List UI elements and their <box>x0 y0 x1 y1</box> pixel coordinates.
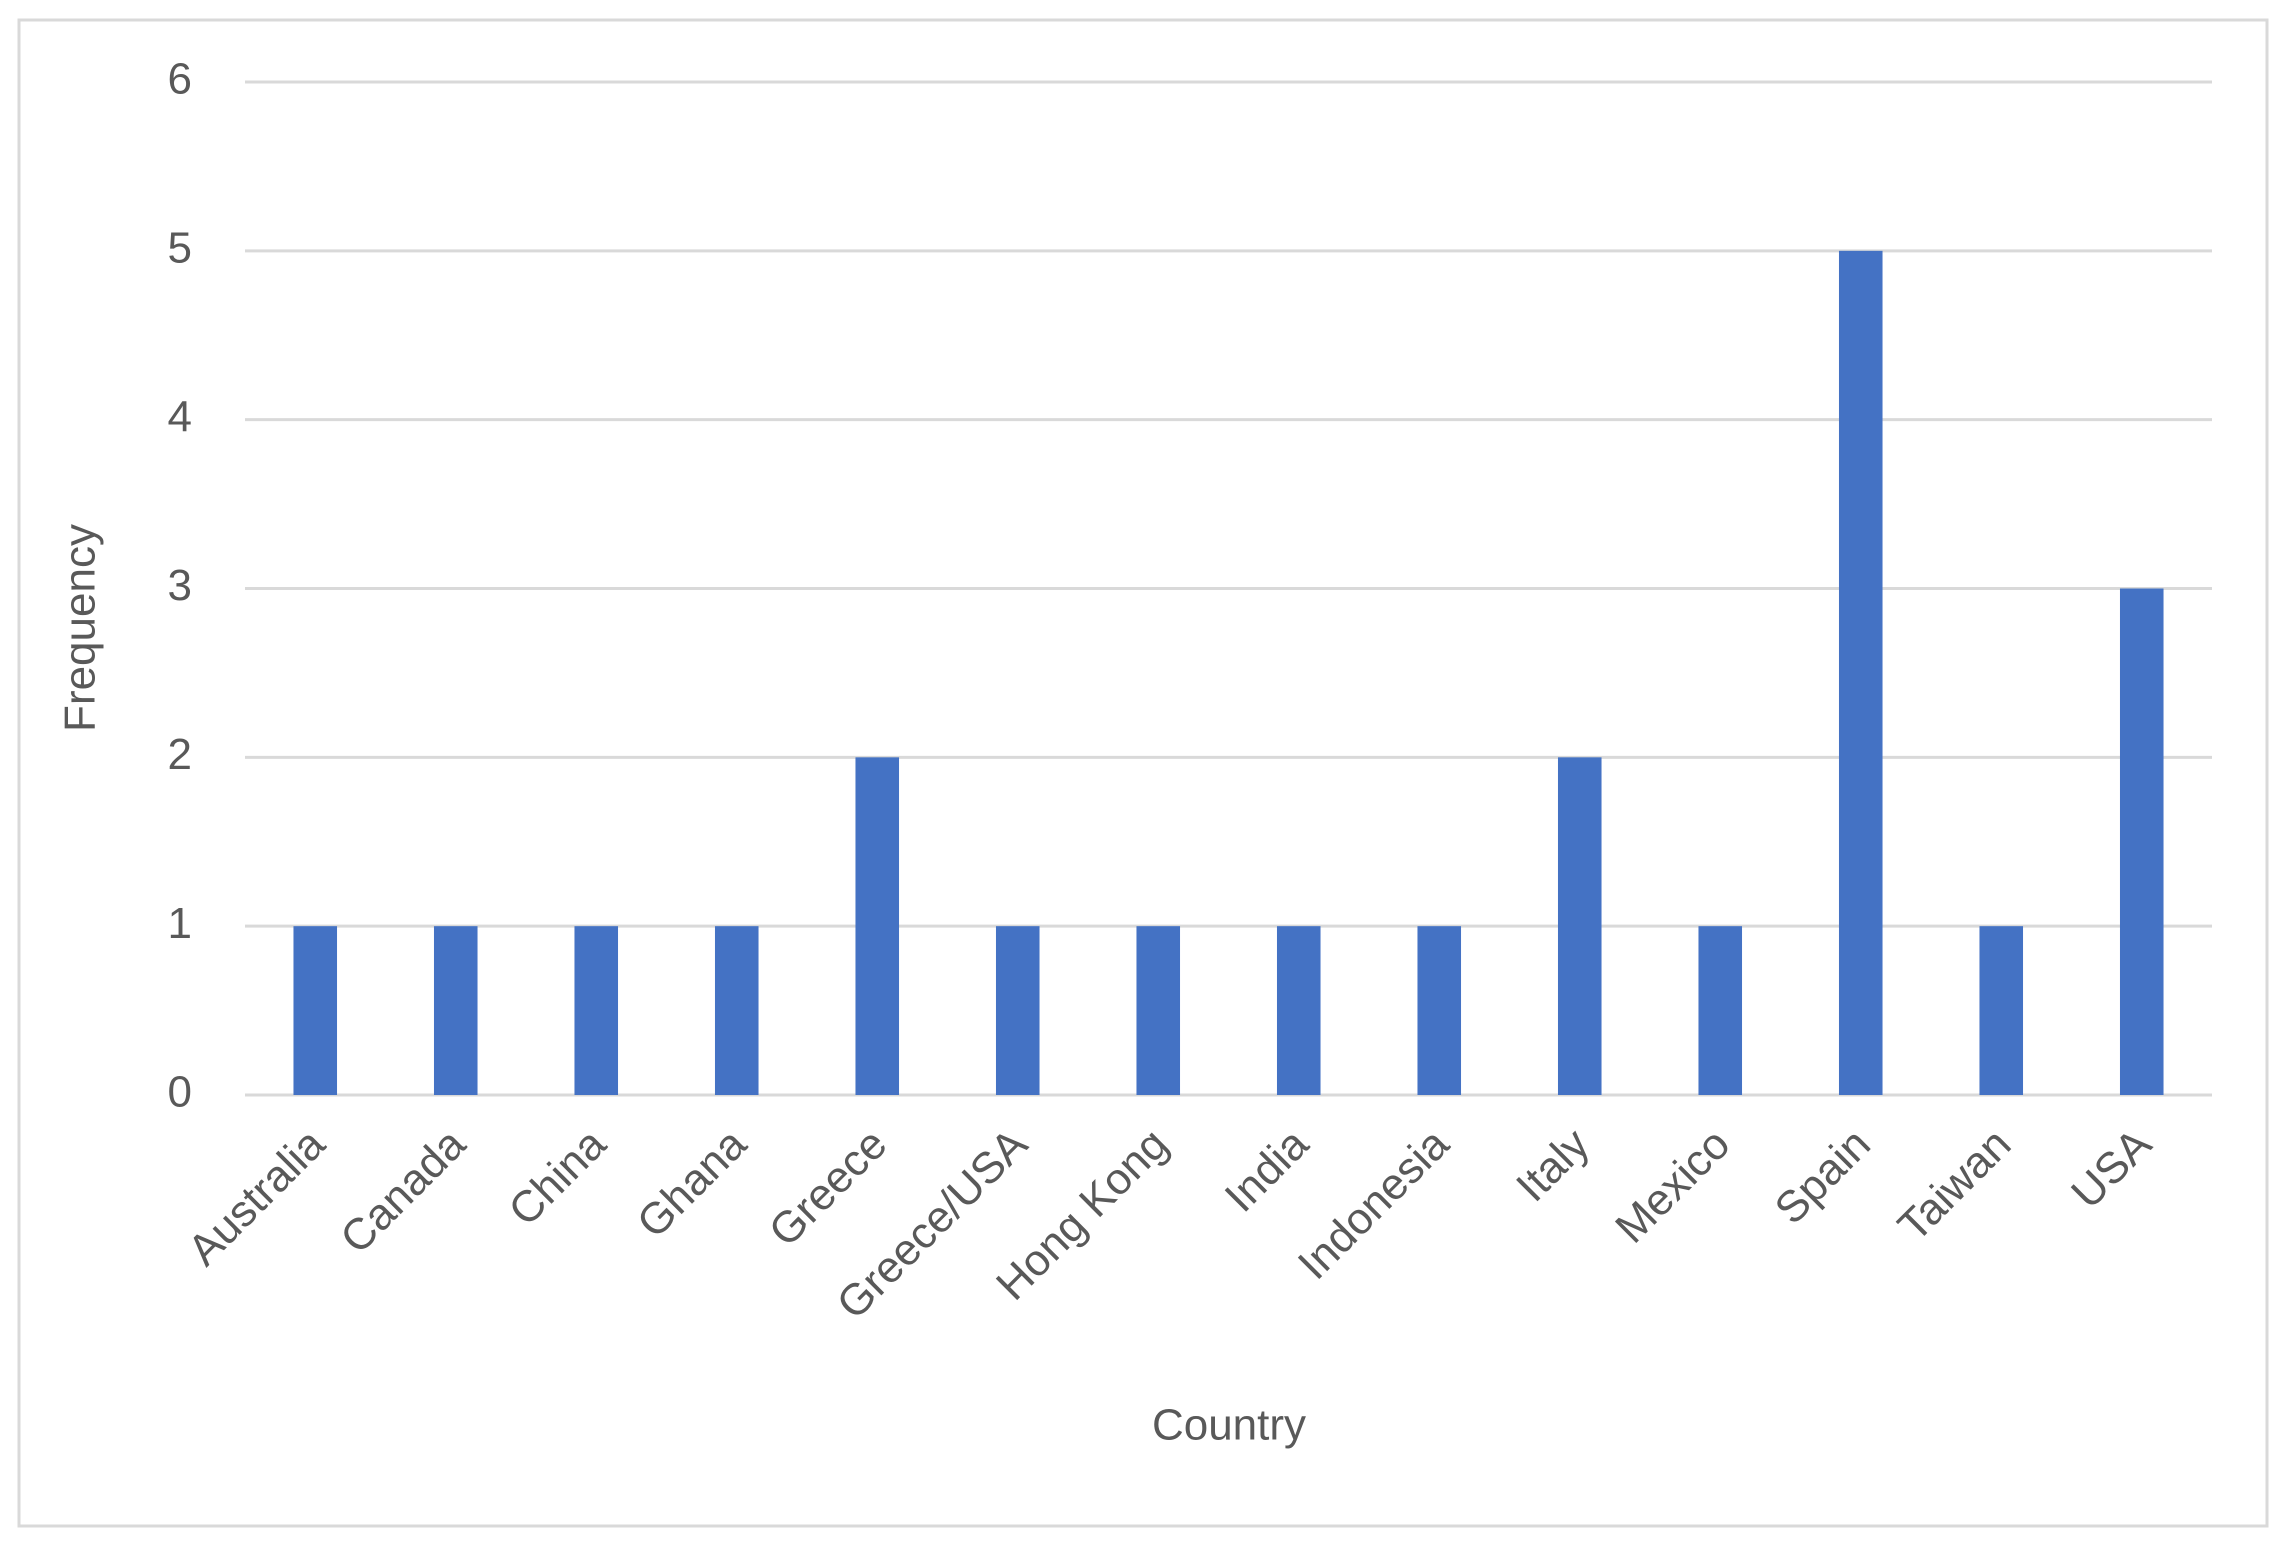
bar <box>855 757 900 1095</box>
y-tick-label: 6 <box>168 55 192 104</box>
bar <box>293 926 338 1095</box>
bar <box>1417 926 1462 1095</box>
bar <box>2119 588 2164 1095</box>
bar <box>433 926 478 1095</box>
y-tick-label: 3 <box>168 561 192 610</box>
bar <box>1698 926 1743 1095</box>
y-axis-title: Frequency <box>56 524 105 732</box>
y-tick-label: 5 <box>168 223 192 272</box>
y-tick-label: 0 <box>168 1068 192 1117</box>
bar <box>995 926 1040 1095</box>
bar <box>1838 250 1883 1096</box>
bar <box>714 926 759 1095</box>
bar <box>1276 926 1321 1095</box>
bar <box>574 926 619 1095</box>
chart-frame <box>17 18 2269 1528</box>
x-axis-title: Country <box>1152 1401 1306 1450</box>
y-tick-label: 4 <box>168 392 192 441</box>
y-tick-label: 1 <box>168 899 192 948</box>
bar <box>1557 757 1602 1095</box>
bar <box>1979 926 2024 1095</box>
bar <box>1136 926 1181 1095</box>
y-tick-label: 2 <box>168 730 192 779</box>
